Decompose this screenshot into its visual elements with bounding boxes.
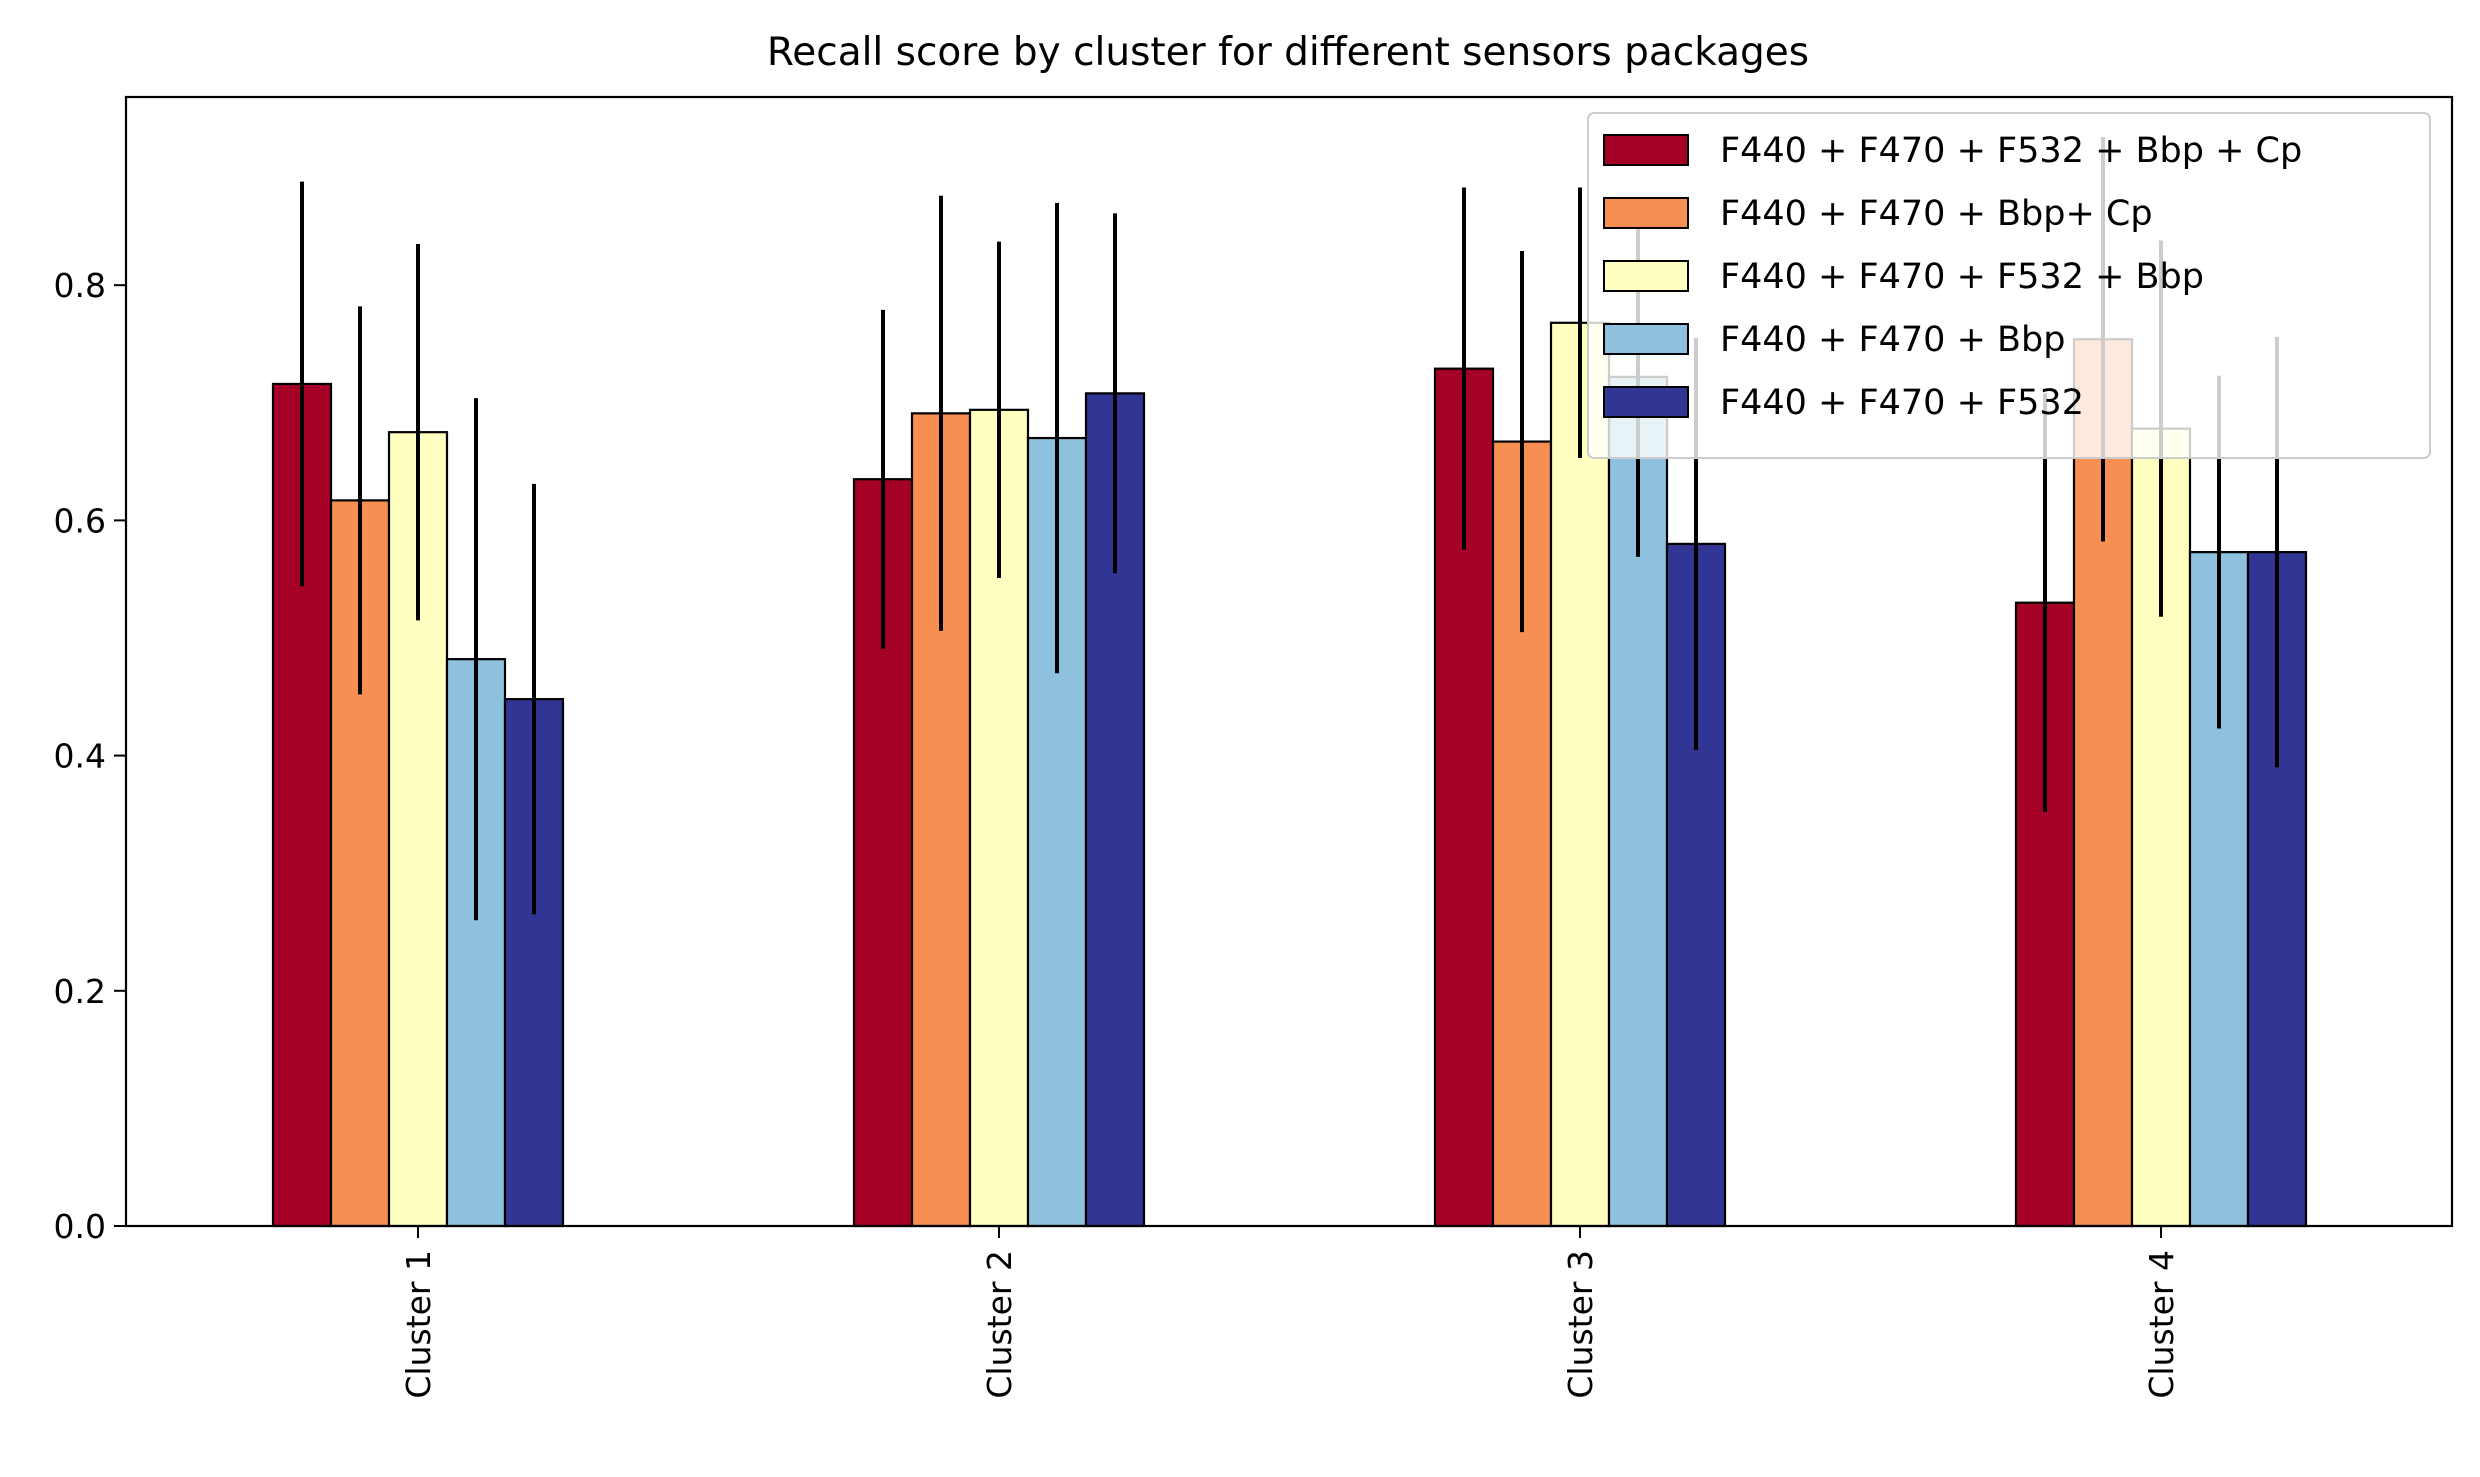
legend-swatch-3 (1603, 260, 1689, 292)
y-tick-label-1: 0.0 (54, 1207, 106, 1246)
y-tick-label-5: 0.8 (54, 266, 106, 305)
chart-title: Recall score by cluster for different se… (767, 30, 1809, 75)
legend-label-4: F440 + F470 + Bbp (1720, 320, 2065, 360)
y-tick-label-2: 0.2 (54, 972, 106, 1011)
x-tick-label-3: Cluster 3 (1561, 1250, 1600, 1399)
y-tick-label-4: 0.6 (54, 501, 106, 540)
x-tick-label-4: Cluster 4 (2142, 1250, 2181, 1399)
legend-label-1: F440 + F470 + F532 + Bbp + Cp (1720, 131, 2302, 171)
legend-label-2: F440 + F470 + Bbp+ Cp (1720, 194, 2153, 234)
legend-box (1587, 112, 2431, 459)
legend-swatch-5 (1603, 386, 1689, 418)
legend-label-3: F440 + F470 + F532 + Bbp (1720, 257, 2204, 297)
legend-swatch-2 (1603, 197, 1689, 229)
bar-2-4 (2072, 338, 2134, 1228)
legend-label-5: F440 + F470 + F532 (1720, 383, 2084, 423)
legend-swatch-1 (1603, 134, 1689, 166)
y-tick-label-3: 0.4 (54, 737, 106, 776)
x-tick-label-1: Cluster 1 (399, 1250, 438, 1399)
x-tick-label-2: Cluster 2 (980, 1250, 1019, 1399)
legend-swatch-4 (1603, 323, 1689, 355)
plot-frame (124, 95, 2454, 1228)
